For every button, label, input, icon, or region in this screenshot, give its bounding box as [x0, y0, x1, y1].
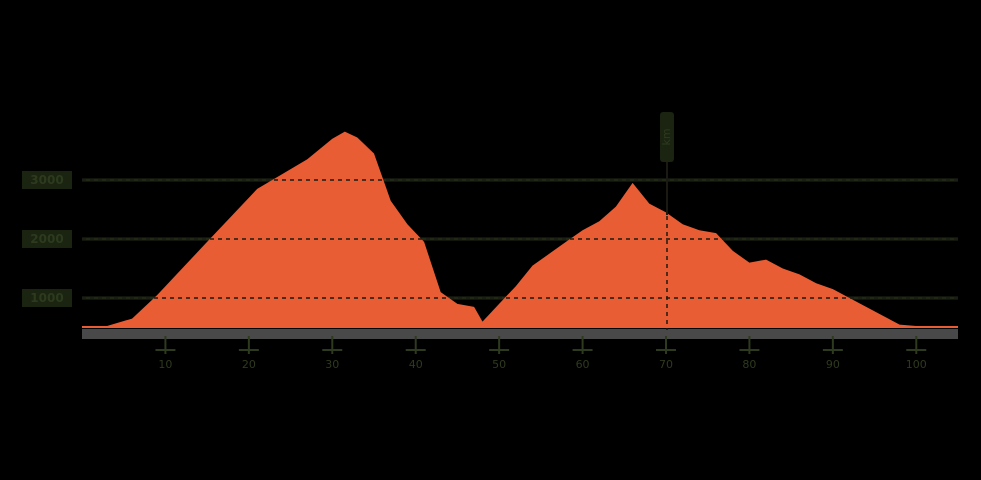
marker-label: km [660, 128, 673, 145]
x-tick-label: 60 [576, 358, 590, 371]
x-tick-label: 10 [158, 358, 172, 371]
x-tick-label: 90 [826, 358, 840, 371]
y-label-box [22, 230, 72, 248]
y-label-box [22, 171, 72, 189]
x-tick-label: 100 [906, 358, 927, 371]
x-tick-label: 20 [242, 358, 256, 371]
gridline-dashes-over-area [82, 179, 958, 299]
marker-flag [660, 112, 674, 162]
y-axis-labels: 1000 2000 3000 [22, 171, 72, 307]
y-tick-label: 3000 [30, 173, 63, 187]
x-tick-label: 30 [325, 358, 339, 371]
position-marker: km [660, 112, 674, 330]
y-tick-label: 2000 [30, 232, 63, 246]
x-tick-label: 70 [659, 358, 673, 371]
x-tick-label: 40 [409, 358, 423, 371]
y-tick-label: 1000 [30, 291, 63, 305]
x-axis-ticks: 10 20 30 40 50 60 70 80 90 100 [155, 336, 927, 371]
x-tick-label: 50 [492, 358, 506, 371]
x-tick-label: 80 [742, 358, 756, 371]
y-label-box [22, 289, 72, 307]
